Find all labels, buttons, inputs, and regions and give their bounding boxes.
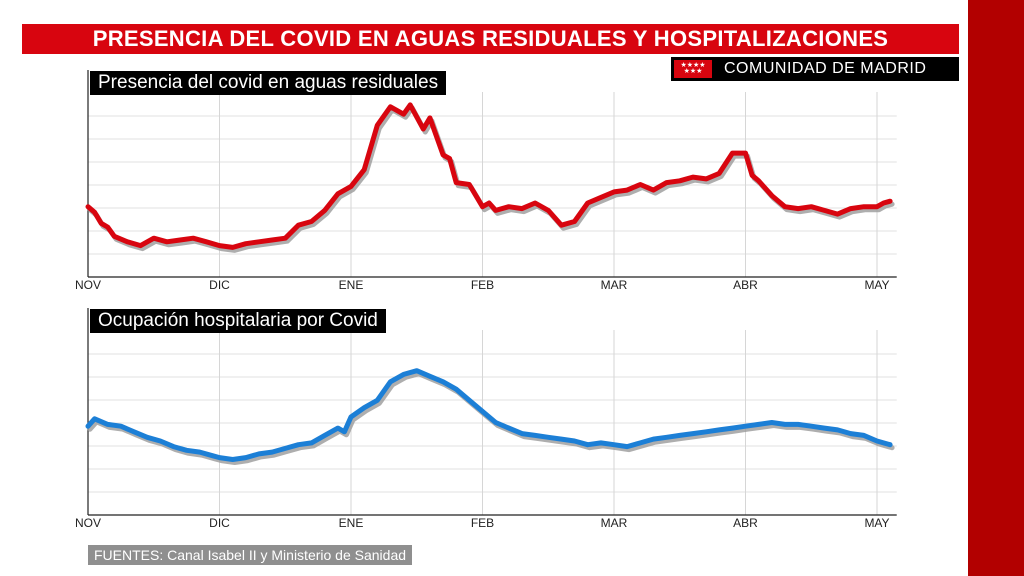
x-tick-label: DIC (209, 516, 230, 530)
frame-bar (968, 0, 1024, 576)
charts-svg: NOV DIC ENE FEB MAR ABR MAY NOV DIC ENE FEB MAR ABR… (75, 70, 897, 530)
title-banner: PRESENCIA DEL COVID EN AGUAS RESIDUALES … (22, 24, 959, 54)
x-tick-label: NOV (75, 516, 101, 530)
chart-title-wastewater: Presencia del covid en aguas residuales (90, 71, 447, 95)
chart-wastewater: NOV DIC ENE FEB MAR ABR MAY (75, 70, 897, 292)
chart-panel (0, 0, 968, 576)
x-tick-label: NOV (75, 278, 101, 292)
x-tick-label: MAY (864, 516, 889, 530)
series-line (85, 368, 893, 462)
x-tick-label: ENE (339, 278, 364, 292)
chart-title-hospital: Ocupación hospitalaria por Covid (90, 309, 386, 333)
series-line (85, 102, 893, 250)
x-tick-label: ABR (733, 278, 758, 292)
x-tick-label: FEB (471, 278, 494, 292)
x-tick-label: FEB (471, 516, 494, 530)
x-tick-label: MAR (601, 516, 628, 530)
madrid-flag-icon: ★★★★ ★★★ (674, 60, 712, 78)
chart-hospital: NOV DIC ENE FEB MAR ABR MAY (75, 308, 897, 530)
brand-name: COMUNIDAD DE MADRID (724, 60, 927, 77)
source-note: FUENTES: Canal Isabel II y Ministerio de… (88, 545, 413, 565)
x-tick-label: ENE (339, 516, 364, 530)
brand-badge: ★★★★ ★★★ COMUNIDAD DE MADRID (671, 57, 959, 81)
x-tick-label: MAR (601, 278, 628, 292)
x-tick-label: ABR (733, 516, 758, 530)
x-tick-label: DIC (209, 278, 230, 292)
x-tick-label: MAY (864, 278, 889, 292)
series-shadow (87, 105, 895, 253)
page-title: PRESENCIA DEL COVID EN AGUAS RESIDUALES … (92, 26, 889, 51)
